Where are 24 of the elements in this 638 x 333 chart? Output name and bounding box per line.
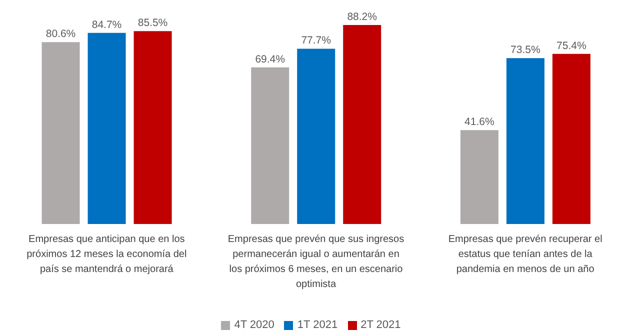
data-label: 84.7%	[92, 18, 122, 31]
data-label: 88.2%	[347, 11, 377, 23]
bar	[251, 67, 290, 224]
data-label: 75.4%	[556, 40, 586, 52]
bar	[134, 31, 172, 224]
data-label: 73.5%	[510, 44, 540, 56]
bar	[552, 54, 590, 224]
x-tick-label: Empresas que anticipan que en los próximos 12 meses la economía del país se mantendrá o mejorará	[26, 234, 187, 275]
x-tick-label: Empresas que prevén recuperar el estatus que tenían antes de la pandemia en menos de un año	[448, 234, 602, 275]
data-label: 77.7%	[301, 34, 331, 47]
legend-label: 2T 2021	[360, 319, 401, 331]
data-label: 85.5%	[138, 17, 168, 30]
legend-label: 4T 2020	[234, 319, 274, 331]
bar	[297, 48, 336, 224]
bar	[42, 42, 80, 224]
bar	[343, 25, 382, 224]
legend-label: 1T 2021	[297, 319, 338, 331]
bar	[506, 58, 544, 224]
data-label: 41.6%	[464, 116, 494, 128]
data-label: 80.6%	[46, 28, 76, 40]
data-label: 69.4%	[255, 53, 285, 66]
bar	[88, 32, 126, 224]
bar	[460, 130, 498, 224]
x-tick-label: Empresas que prevén que sus ingresos permanecerán igual o aumentarán en los próximos 6 meses, en un escenario optimista	[228, 234, 404, 290]
